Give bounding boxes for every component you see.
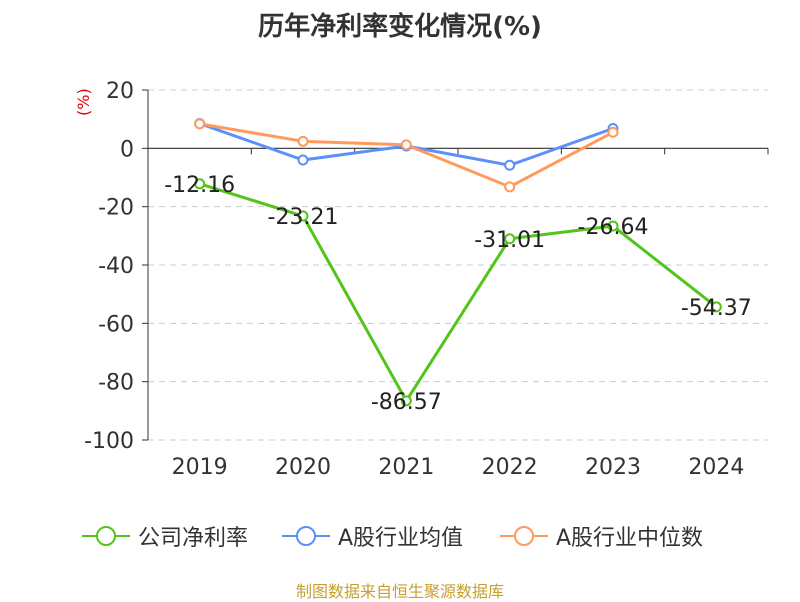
legend-swatch-icon	[282, 526, 330, 546]
y-tick-label: 20	[106, 79, 134, 104]
data-label: -12.16	[164, 173, 235, 198]
data-point	[504, 159, 516, 171]
data-point	[194, 178, 206, 190]
x-tick-label: 2021	[378, 455, 434, 480]
data-point	[607, 126, 619, 138]
data-point	[297, 154, 309, 166]
data-label: -86.57	[371, 390, 442, 415]
x-tick-label: 2019	[172, 455, 228, 480]
legend-item-company[interactable]: 公司净利率	[82, 518, 248, 554]
series-lines	[194, 118, 722, 407]
data-point	[504, 233, 516, 245]
series-line	[199, 182, 718, 403]
axes: 20 0 -20 -40 -60 -80 -100 2019 2020 2021 2022 2023 2…	[84, 79, 769, 480]
series-line	[199, 122, 614, 189]
data-point	[504, 181, 516, 193]
data-label: -23.21	[268, 205, 339, 230]
legend-label: A股行业中位数	[556, 526, 704, 551]
data-point	[400, 139, 412, 151]
legend-label: 公司净利率	[138, 526, 249, 551]
y-tick-label: -40	[98, 254, 134, 279]
legend-marker	[296, 526, 316, 546]
data-point	[297, 210, 309, 222]
legend-item-industry-median[interactable]: A股行业中位数	[500, 518, 703, 554]
legend-label: A股行业均值	[338, 526, 464, 551]
x-tick-label: 2022	[482, 455, 538, 480]
legend: 公司净利率 A股行业均值 A股行业中位数	[0, 518, 800, 558]
grid-lines	[148, 89, 768, 441]
x-tick-label: 2024	[688, 455, 744, 480]
legend-swatch-icon	[82, 526, 130, 546]
chart-title: 历年净利率变化情况(%)	[258, 12, 542, 42]
data-point	[194, 118, 206, 130]
legend-marker	[514, 526, 534, 546]
data-label: -54.37	[681, 296, 752, 321]
data-labels: -12.16 -23.21 -86.57 -31.01 -26.64 -54.37	[164, 173, 752, 415]
data-point	[607, 220, 619, 232]
y-tick-label: 0	[120, 137, 134, 162]
data-point	[400, 395, 412, 407]
x-tick-label: 2023	[585, 455, 641, 480]
legend-swatch-icon	[500, 526, 548, 546]
y-tick-label: -80	[98, 371, 134, 396]
legend-item-industry-mean[interactable]: A股行业均值	[282, 518, 463, 554]
data-point	[710, 301, 722, 313]
y-tick-label: -100	[84, 429, 134, 454]
data-label: -31.01	[474, 228, 545, 253]
legend-marker	[96, 526, 116, 546]
data-label: -26.64	[578, 215, 649, 240]
y-tick-label: -20	[98, 196, 134, 221]
x-tick-label: 2020	[275, 455, 331, 480]
data-point	[297, 135, 309, 147]
y-tick-label: -60	[98, 312, 134, 337]
data-source-note: 制图数据来自恒生聚源数据库	[295, 582, 504, 601]
